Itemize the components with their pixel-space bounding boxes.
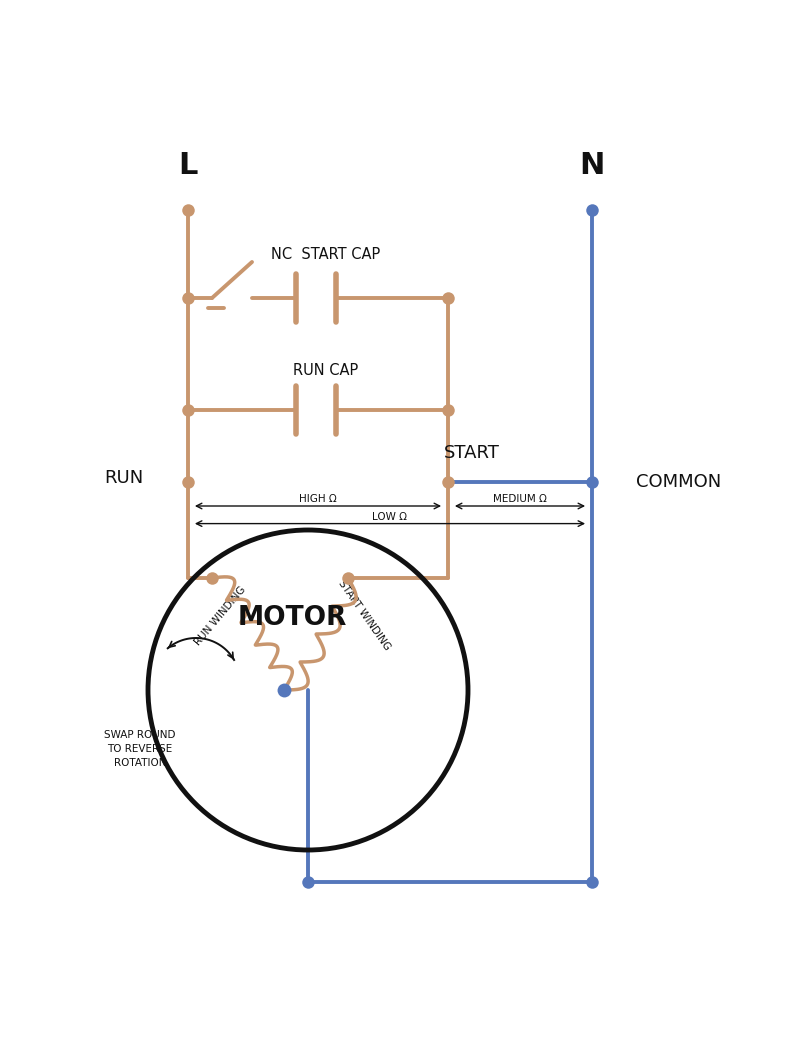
Text: LOW Ω: LOW Ω	[373, 512, 407, 522]
Text: RUN WINDING: RUN WINDING	[193, 584, 247, 647]
Text: COMMON: COMMON	[636, 473, 722, 491]
Text: NC  START CAP: NC START CAP	[271, 247, 381, 262]
Text: MOTOR: MOTOR	[238, 605, 346, 631]
Text: START: START	[444, 444, 500, 462]
Text: HIGH Ω: HIGH Ω	[299, 494, 337, 504]
Text: MEDIUM Ω: MEDIUM Ω	[493, 494, 547, 504]
Text: RUN: RUN	[105, 469, 144, 487]
Text: RUN CAP: RUN CAP	[294, 363, 358, 378]
Text: START WINDING: START WINDING	[336, 579, 392, 652]
Text: L: L	[178, 150, 198, 180]
Text: SWAP ROUND
TO REVERSE
ROTATION: SWAP ROUND TO REVERSE ROTATION	[104, 730, 176, 768]
Text: N: N	[579, 150, 605, 180]
